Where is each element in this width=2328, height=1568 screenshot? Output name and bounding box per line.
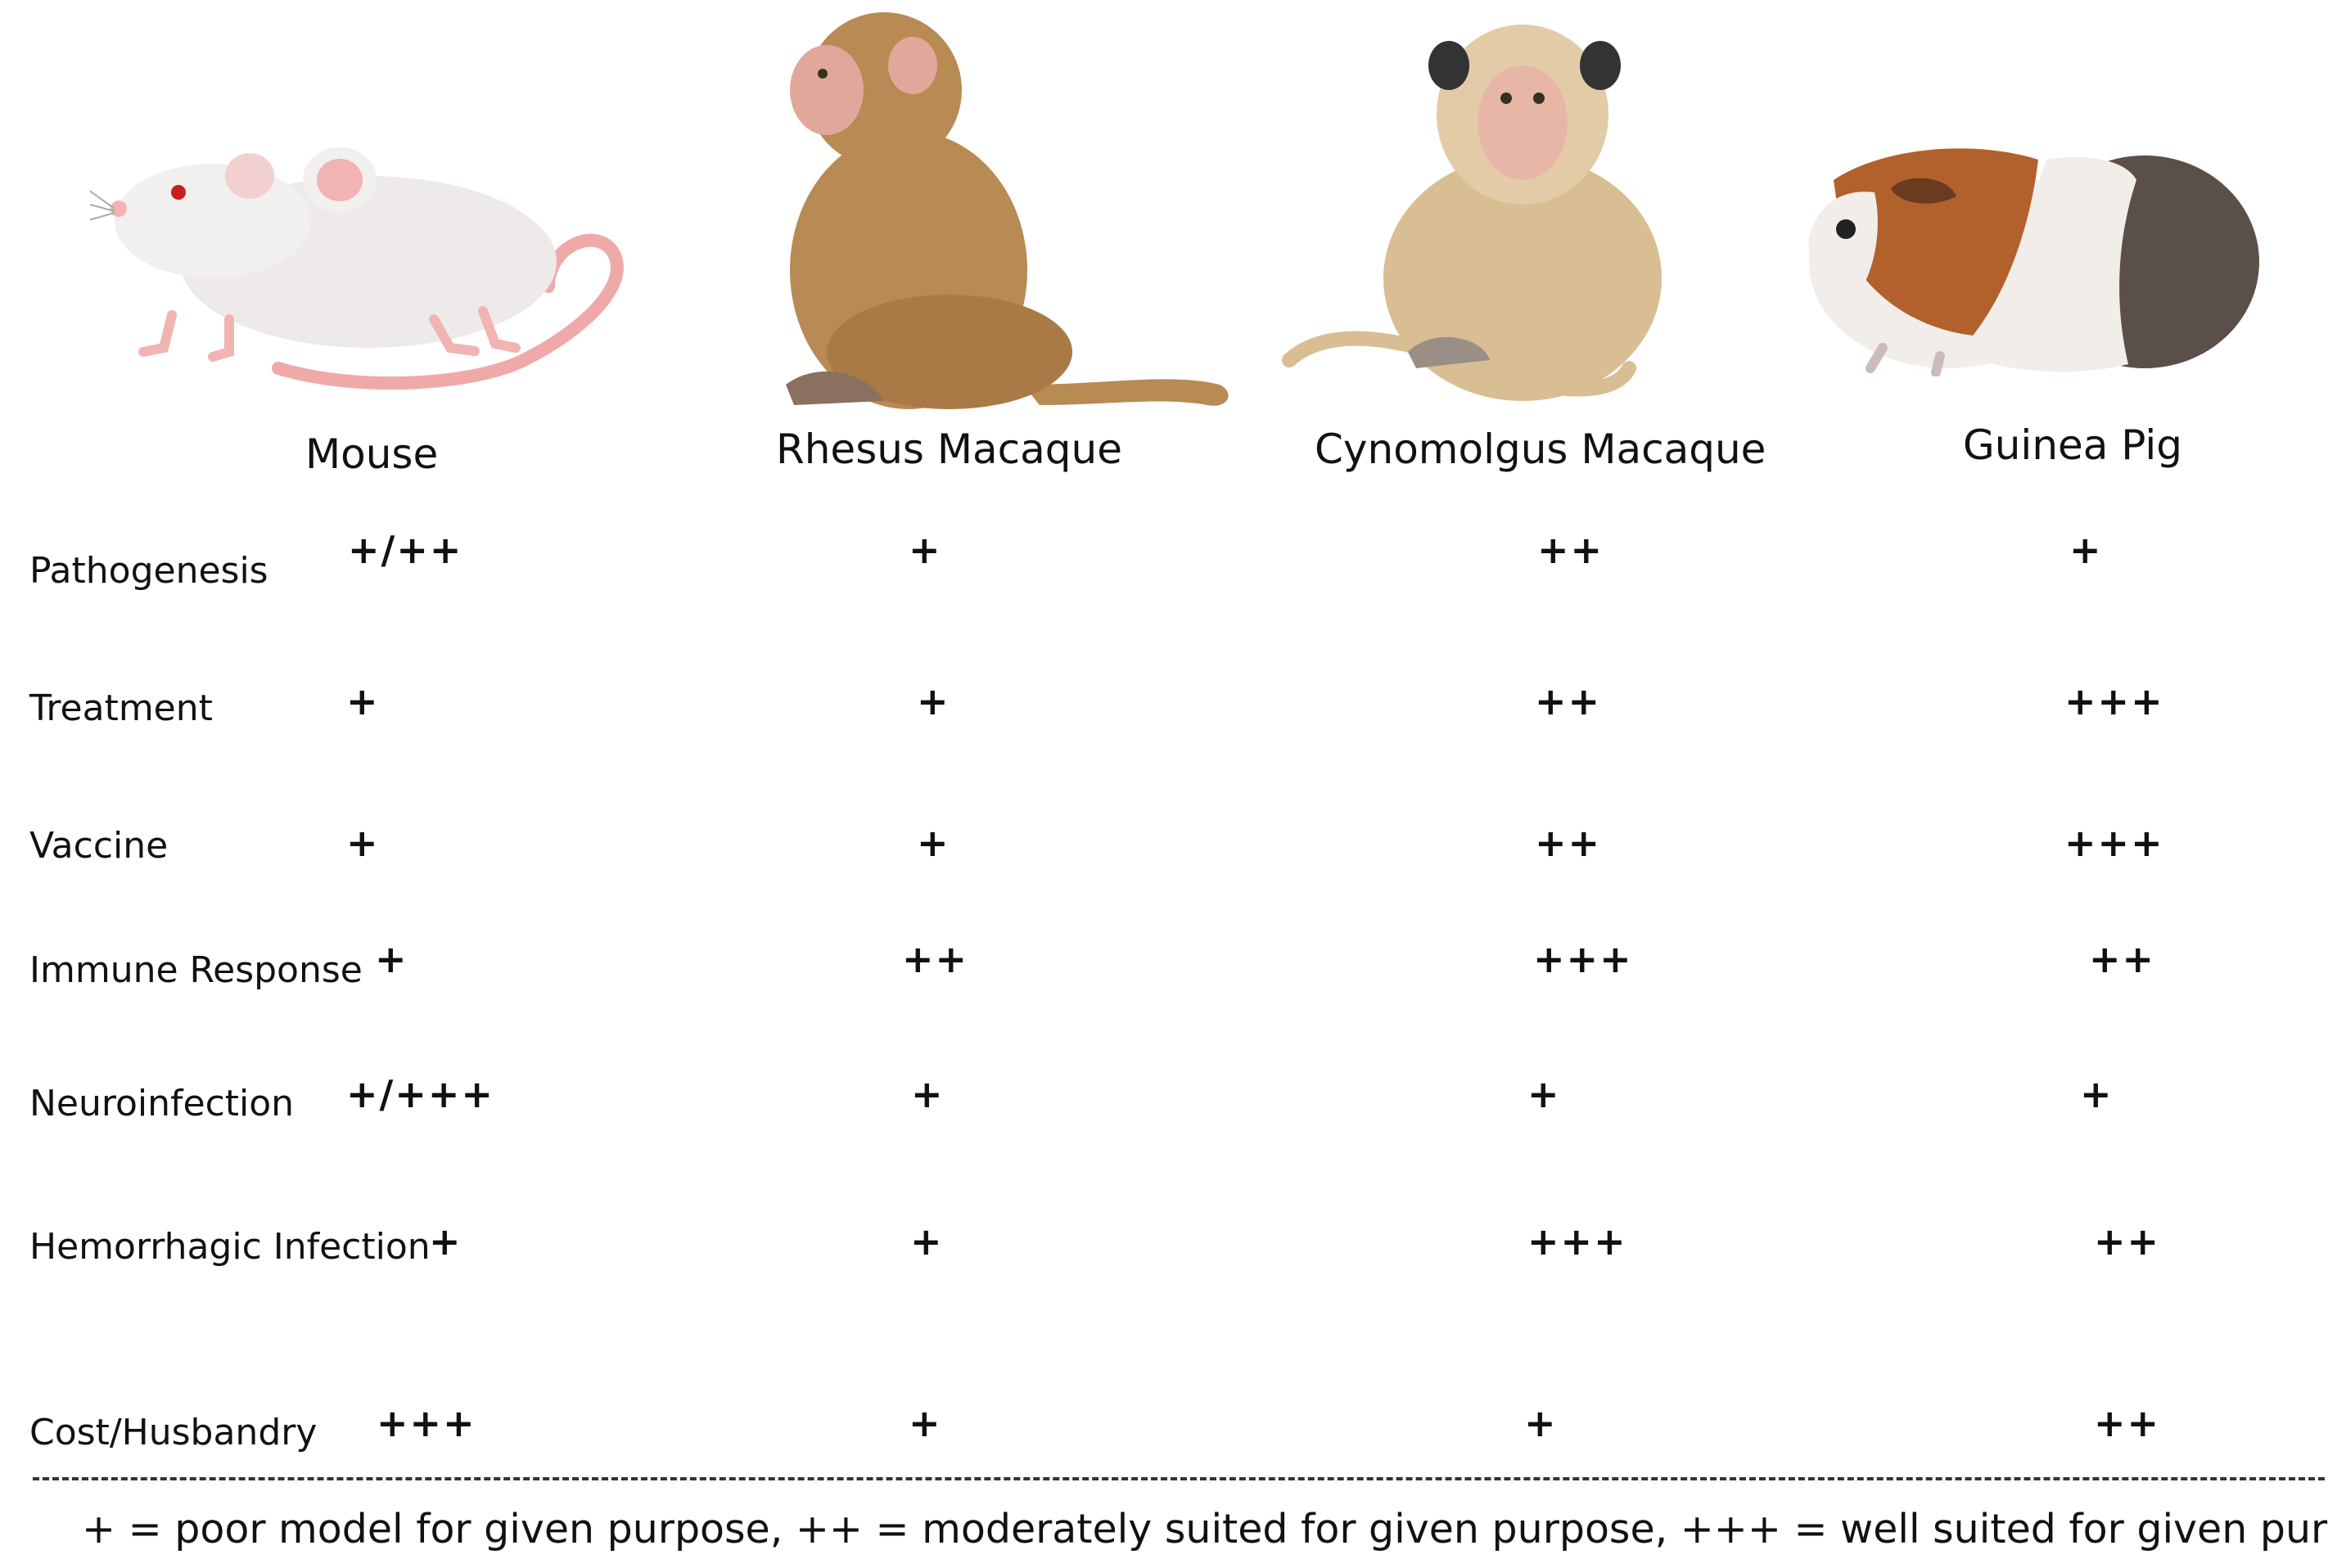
rating-cell: ++ xyxy=(1535,679,1602,723)
species-label-cynomolgus-macaque: Cynomolgus Macaque xyxy=(1315,426,1766,473)
row-label-immune-response: Immune Response xyxy=(29,949,363,991)
rating-cell: + xyxy=(346,679,380,723)
rating-cell: +++ xyxy=(1533,937,1633,981)
rating-cell: +++ xyxy=(2064,821,2164,865)
rating-cell: +++ xyxy=(1527,1219,1627,1264)
rating-cell: +/++ xyxy=(348,528,463,572)
species-label-mouse: Mouse xyxy=(305,430,439,478)
species-label-rhesus-macaque: Rhesus Macaque xyxy=(776,426,1122,473)
rating-cell: + xyxy=(1524,1401,1558,1445)
rating-cell: + xyxy=(2080,1072,2114,1116)
cynomolgus-macaque-illustration xyxy=(1282,25,1662,401)
rating-cell: + xyxy=(375,937,408,981)
rating-cell: ++ xyxy=(1537,528,1604,572)
rating-cell: + xyxy=(917,679,950,723)
rating-cell: +++ xyxy=(377,1401,476,1445)
rating-cell: ++ xyxy=(2089,937,2156,981)
rating-cell: + xyxy=(909,1401,942,1445)
row-label-treatment: Treatment xyxy=(29,687,213,729)
rating-cell: + xyxy=(429,1219,462,1264)
mouse-illustration xyxy=(90,147,624,390)
rating-cell: +++ xyxy=(2064,679,2164,723)
guinea-pig-illustration xyxy=(1808,148,2259,376)
legend-divider xyxy=(33,1477,2325,1480)
rating-cell: +/+++ xyxy=(346,1072,494,1116)
row-label-pathogenesis: Pathogenesis xyxy=(29,550,268,592)
legend-text: + = poor model for given purpose, ++ = m… xyxy=(82,1506,2328,1552)
rating-cell: ++ xyxy=(1535,821,1602,865)
rating-cell: + xyxy=(910,1219,944,1264)
rating-cell: + xyxy=(346,821,380,865)
rating-cell: + xyxy=(911,1072,945,1116)
rating-cell: + xyxy=(2069,528,2103,572)
row-label-neuroinfection: Neuroinfection xyxy=(29,1083,295,1124)
row-label-vaccine: Vaccine xyxy=(29,825,169,867)
rating-cell: + xyxy=(917,821,950,865)
row-label-cost-husbandry: Cost/Husbandry xyxy=(29,1412,318,1453)
rhesus-macaque-illustration xyxy=(786,12,1229,409)
rating-cell: ++ xyxy=(2094,1219,2161,1264)
rating-cell: ++ xyxy=(2094,1401,2161,1445)
rating-cell: + xyxy=(909,528,942,572)
rating-cell: ++ xyxy=(902,937,969,981)
row-label-hemorrhagic-infection: Hemorrhagic Infection xyxy=(29,1226,431,1268)
rating-cell: + xyxy=(1527,1072,1561,1116)
species-label-guinea-pig: Guinea Pig xyxy=(1963,421,2182,469)
